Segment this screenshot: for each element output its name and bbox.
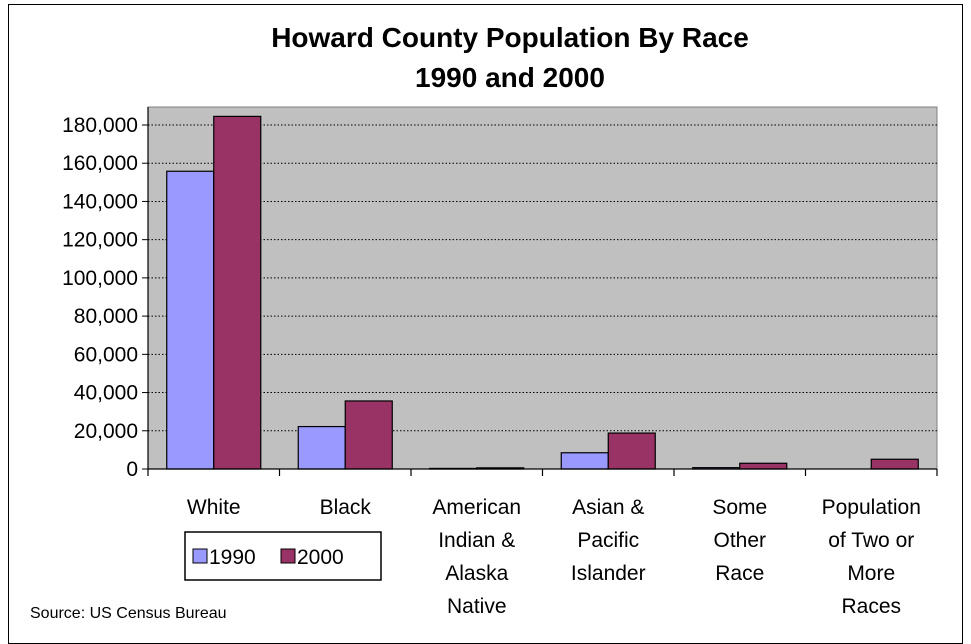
bar-2000 <box>870 458 919 470</box>
legend: 1990 2000 <box>184 531 382 581</box>
bar-2000 <box>607 432 656 470</box>
y-tick-label: 180,000 <box>62 114 138 137</box>
legend-label-2000: 2000 <box>297 546 344 569</box>
y-tick-label: 60,000 <box>74 343 138 366</box>
category-label: Population of Two or More Races <box>822 496 921 618</box>
bar-2000 <box>213 115 262 470</box>
y-axis-ticks: 0 20,000 40,000 60,000 80,000 100,000 120,000 1… <box>62 114 148 481</box>
source-note: Source: US Census Bureau <box>30 605 227 622</box>
y-tick-label: 160,000 <box>62 152 138 175</box>
bar-2000 <box>344 400 393 470</box>
chart: Howard County Population By Race 1990 an… <box>30 22 938 622</box>
y-tick-label: 20,000 <box>74 420 138 443</box>
category-label: American Indian & Alaska Native <box>432 496 521 618</box>
chart-title-line-2: 1990 and 2000 <box>415 62 605 93</box>
y-tick-label: 140,000 <box>62 190 138 213</box>
y-tick-label: 80,000 <box>74 305 138 328</box>
bar-1990 <box>166 170 215 470</box>
category-label: Asian & Pacific Islander <box>571 496 646 585</box>
category-label: Some Other Race <box>712 496 767 585</box>
y-tick-label: 0 <box>126 458 138 481</box>
chart-title-line-1: Howard County Population By Race <box>271 22 749 53</box>
legend-swatch-2000 <box>280 548 296 564</box>
category-labels: White Black American Indian & Alaska Native As… <box>187 496 921 618</box>
legend-swatch-1990 <box>192 548 208 564</box>
legend-label-1990: 1990 <box>209 546 256 569</box>
y-tick-label: 120,000 <box>62 229 138 252</box>
plot-area <box>147 106 938 470</box>
bar-1990 <box>297 425 346 470</box>
y-tick-label: 100,000 <box>62 267 138 290</box>
bar-2000 <box>739 462 788 470</box>
y-tick-label: 40,000 <box>74 382 138 405</box>
axes <box>147 107 938 476</box>
category-label: Black <box>320 496 372 519</box>
category-label: White <box>187 496 241 519</box>
bar-1990 <box>560 452 609 470</box>
